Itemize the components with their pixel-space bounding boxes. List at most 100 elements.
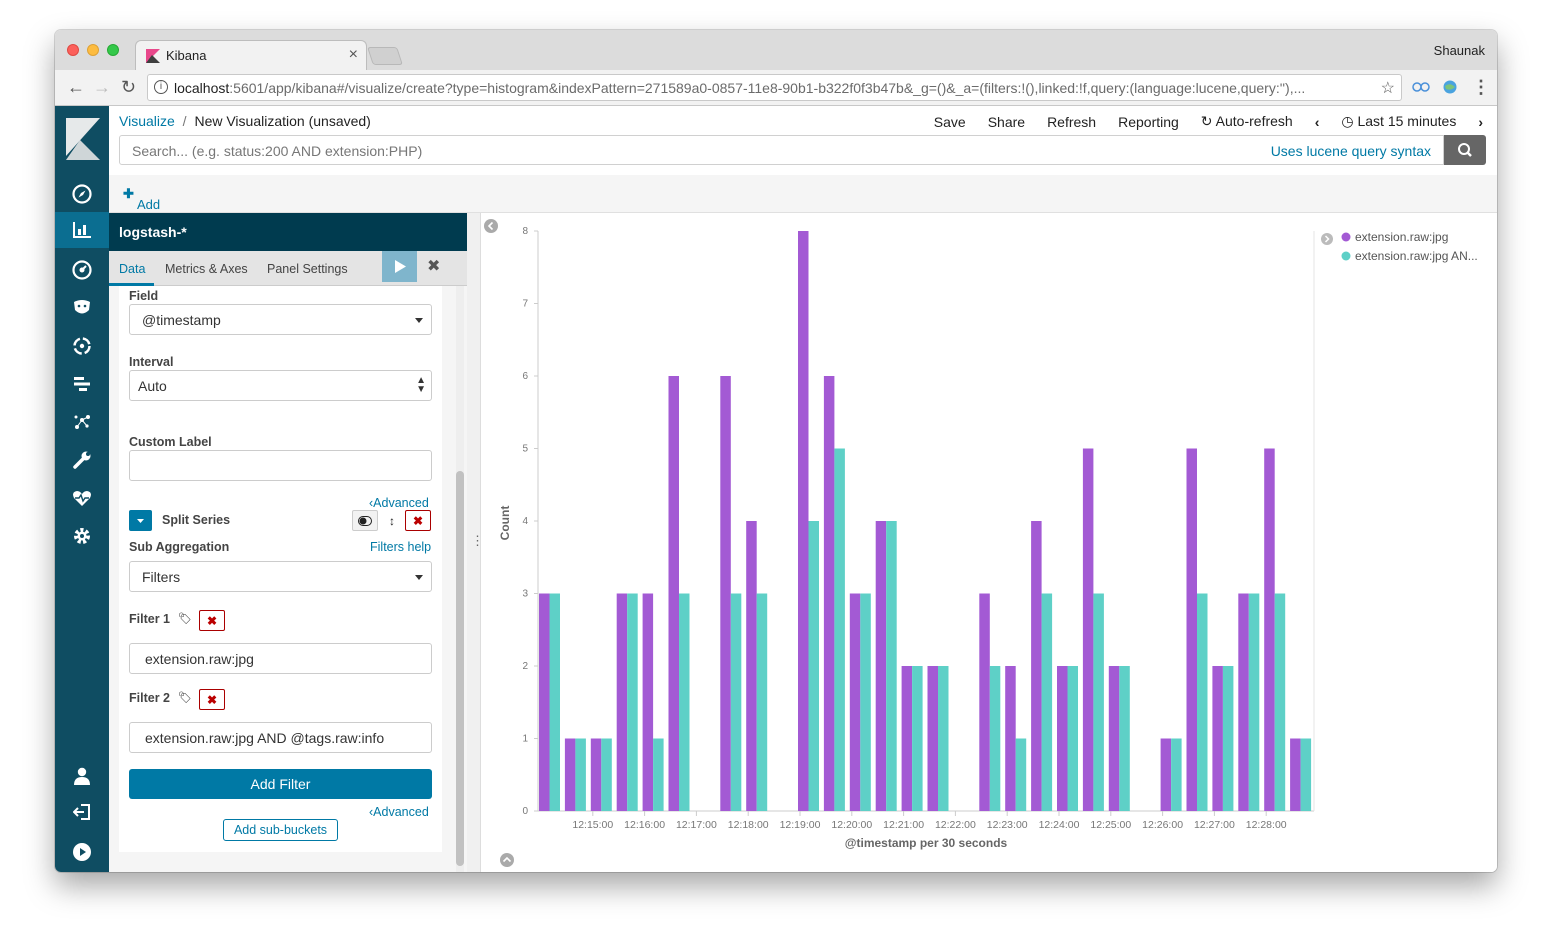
discard-changes-icon[interactable]: ✖ <box>427 258 441 275</box>
chart-bar[interactable] <box>601 738 612 812</box>
extension-globe-icon[interactable] <box>1442 79 1458 95</box>
chart-bar[interactable] <box>668 376 680 811</box>
chart-bar[interactable] <box>1093 593 1104 812</box>
kibana-logo-icon[interactable] <box>66 118 100 160</box>
save-button[interactable]: Save <box>933 113 966 130</box>
reporting-button[interactable]: Reporting <box>1118 113 1179 130</box>
chart-bar[interactable] <box>627 593 638 812</box>
tag-icon[interactable]: 🏷 <box>178 692 192 704</box>
bookmark-star-icon[interactable]: ☆ <box>1380 80 1395 97</box>
refresh-button[interactable]: Refresh <box>1047 113 1097 130</box>
tab-close-icon[interactable]: × <box>348 46 358 63</box>
chart-bar[interactable] <box>539 593 550 812</box>
ml-icon[interactable] <box>55 328 109 364</box>
chart-bar[interactable] <box>756 593 768 812</box>
apm-icon[interactable] <box>55 366 109 402</box>
custom-label-input[interactable] <box>129 450 432 481</box>
chart-bar[interactable] <box>860 593 871 812</box>
chart-bar[interactable] <box>834 448 845 812</box>
legend-swatch[interactable] <box>1341 251 1351 261</box>
remove-filter1-button[interactable]: ✖ <box>199 610 225 631</box>
management-icon[interactable] <box>55 518 109 554</box>
chart-bar[interactable] <box>901 666 913 811</box>
chart-bar[interactable] <box>679 593 690 812</box>
collapse-bottom-icon[interactable] <box>500 853 514 867</box>
user-icon[interactable] <box>55 758 109 794</box>
filter2-input[interactable]: extension.raw:jpg AND @tags.raw:info <box>129 722 432 753</box>
chart-bar[interactable] <box>575 738 586 812</box>
chart-bar[interactable] <box>886 521 897 811</box>
tab-metrics-axes[interactable]: Metrics & Axes <box>165 262 248 276</box>
chart-bar[interactable] <box>1186 448 1198 812</box>
remove-filter2-button[interactable]: ✖ <box>199 689 225 710</box>
extension-glasses-icon[interactable] <box>1412 81 1430 93</box>
legend-label[interactable]: extension.raw:jpg AN... <box>1355 249 1478 263</box>
info-icon[interactable]: i <box>154 80 168 94</box>
advanced-toggle[interactable]: ‹Advanced <box>369 496 429 510</box>
tab-panel-settings[interactable]: Panel Settings <box>267 262 348 276</box>
chart-bar[interactable] <box>927 666 939 811</box>
chart-bar[interactable] <box>1108 666 1120 811</box>
chart-bar[interactable] <box>1248 593 1260 812</box>
reload-icon[interactable]: ↻ <box>121 77 137 97</box>
chart-bar[interactable] <box>1082 448 1094 812</box>
apply-changes-button[interactable] <box>382 251 417 282</box>
chart-bar[interactable] <box>1031 521 1042 811</box>
sub-aggregation-select[interactable]: Filters <box>129 561 432 592</box>
tab-data[interactable]: Data <box>119 262 146 276</box>
chart-bar[interactable] <box>849 593 861 812</box>
editor-scrollbar[interactable] <box>456 286 464 872</box>
browser-user[interactable]: Shaunak <box>1433 43 1485 58</box>
chart-bar[interactable] <box>1197 593 1208 812</box>
legend-label[interactable]: extension.raw:jpg <box>1355 230 1448 244</box>
chart-bar[interactable] <box>1238 593 1249 812</box>
devtools-icon[interactable] <box>55 442 109 478</box>
chart-bar[interactable] <box>642 593 654 812</box>
chart-bar[interactable] <box>746 521 757 811</box>
chart-bar[interactable] <box>1041 593 1053 812</box>
chart-bar[interactable] <box>590 738 602 812</box>
search-button[interactable] <box>1444 135 1486 165</box>
chart-bar[interactable] <box>808 521 820 811</box>
chart-bar[interactable] <box>1171 738 1182 812</box>
monitoring-icon[interactable] <box>55 480 109 516</box>
legend-swatch[interactable] <box>1341 232 1351 242</box>
chart-bar[interactable] <box>823 376 835 811</box>
add-filter-button[interactable]: Add Filter <box>129 769 432 799</box>
remove-agg-button[interactable]: ✖ <box>405 510 431 531</box>
maximize-window-button[interactable] <box>107 44 119 56</box>
chart-bar[interactable] <box>1119 666 1130 811</box>
search-input[interactable]: Search... (e.g. status:200 AND extension… <box>119 135 1444 165</box>
time-forward-chevron-icon[interactable]: › <box>1478 113 1483 130</box>
panel-resize-handle[interactable]: ⋮ <box>467 213 484 872</box>
chart-bar[interactable] <box>1160 738 1172 812</box>
chart-bar[interactable] <box>720 376 731 811</box>
compass-icon[interactable] <box>55 176 109 212</box>
chart-bar[interactable] <box>875 521 887 811</box>
chart-bar[interactable] <box>798 231 809 811</box>
time-back-chevron-icon[interactable]: ‹ <box>1314 113 1320 130</box>
share-button[interactable]: Share <box>987 113 1026 130</box>
field-select[interactable]: @timestamp <box>129 304 432 335</box>
chart-bar[interactable] <box>1222 666 1234 811</box>
chart-bar[interactable] <box>1212 666 1223 811</box>
tag-icon[interactable]: 🏷 <box>178 613 192 625</box>
chart-bar[interactable] <box>653 738 664 812</box>
graph-icon[interactable] <box>55 404 109 440</box>
collapse-left-icon[interactable] <box>484 219 498 233</box>
logout-icon[interactable] <box>55 794 109 830</box>
auto-refresh-button[interactable]: ↻ Auto-refresh <box>1201 113 1293 130</box>
timelion-icon[interactable] <box>55 290 109 326</box>
split-series-toggle-button[interactable] <box>129 510 152 531</box>
chart-bar[interactable] <box>549 593 561 812</box>
browser-tab[interactable]: Kibana × <box>135 40 367 70</box>
collapse-icon[interactable] <box>55 834 109 870</box>
chart-bar[interactable] <box>912 666 923 811</box>
interval-select[interactable]: Auto ▲ ▼ <box>129 370 432 401</box>
lucene-syntax-link[interactable]: Uses lucene query syntax <box>1270 143 1431 159</box>
chart-bar[interactable] <box>938 666 949 811</box>
dashboard-icon[interactable] <box>55 252 109 288</box>
breadcrumb-visualize-link[interactable]: Visualize <box>119 113 175 129</box>
close-window-button[interactable] <box>67 44 79 56</box>
advanced-toggle-2[interactable]: ‹Advanced <box>369 805 429 819</box>
